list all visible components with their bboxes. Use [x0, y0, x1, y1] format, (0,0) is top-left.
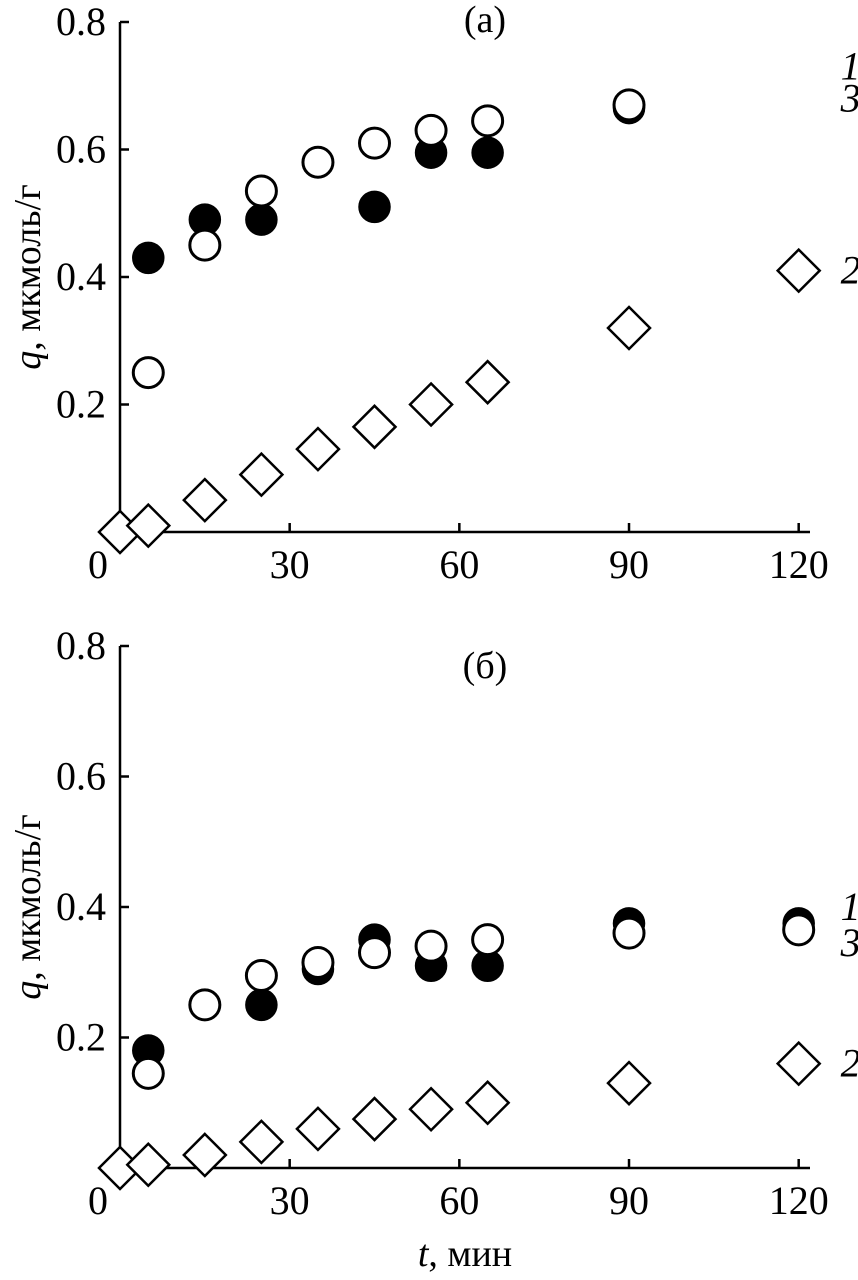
- y-tick-label: 0.4: [56, 884, 106, 929]
- series-label-2: 2: [841, 1041, 858, 1086]
- point-series-2: [125, 502, 172, 549]
- point-series-2: [351, 404, 398, 450]
- point-series-3: [471, 923, 505, 957]
- point-series-2: [238, 451, 285, 498]
- point-series-2: [464, 359, 511, 405]
- point-series-3: [612, 88, 646, 122]
- x-tick-label: 30: [270, 542, 310, 587]
- y-axis-unit: , мкмоль/г: [7, 184, 49, 351]
- y-tick-label: 0.8: [56, 623, 106, 668]
- point-series-3: [244, 174, 278, 208]
- point-series-2: [238, 1119, 285, 1165]
- series-label-2: 2: [841, 248, 858, 293]
- series-2: [97, 247, 822, 555]
- point-series-2: [351, 1096, 398, 1142]
- series-label-1: 1: [841, 44, 858, 89]
- point-series-1: [245, 203, 278, 236]
- point-series-2: [182, 477, 228, 523]
- y-tick-label: 0.2: [56, 382, 106, 427]
- point-series-2: [606, 305, 652, 351]
- point-series-2: [408, 381, 454, 428]
- y-axis-variable: q: [7, 351, 49, 370]
- point-series-1: [471, 136, 504, 169]
- y-axis-title: q, мкмоль/г: [7, 184, 49, 370]
- point-series-2: [775, 247, 822, 294]
- point-series-3: [301, 145, 335, 179]
- point-series-2: [182, 1132, 228, 1178]
- y-tick-label: 0.8: [56, 0, 106, 44]
- panel-label: (а): [464, 0, 506, 41]
- series-3: [131, 88, 646, 390]
- x-tick-label: 90: [609, 1178, 649, 1223]
- y-axis-unit: , мкмоль/г: [7, 814, 49, 981]
- point-series-2: [464, 1079, 511, 1126]
- point-series-3: [414, 113, 448, 147]
- series-label-3: 3: [840, 920, 858, 965]
- series-2: [97, 1040, 822, 1191]
- series-label-1: 1: [841, 884, 858, 929]
- point-series-2: [125, 1141, 172, 1188]
- x-axis-unit: , мин: [428, 1233, 512, 1275]
- y-tick-label: 0.2: [56, 1015, 106, 1060]
- panel-b: 0.20.40.60.80 30 60 90 120(б)q, мкмоль/гt, м…: [7, 623, 858, 1275]
- point-series-3: [358, 126, 392, 160]
- x-tick-label: 60: [439, 542, 479, 587]
- x-tick-label: 120: [769, 542, 829, 587]
- point-series-2: [408, 1086, 454, 1133]
- point-series-1: [245, 988, 278, 1022]
- y-axis-title: q, мкмоль/г: [7, 814, 49, 1000]
- x-tick-label: 0: [88, 1178, 108, 1223]
- point-series-3: [301, 945, 335, 979]
- point-series-2: [295, 1106, 341, 1152]
- x-tick-label: 90: [609, 542, 649, 587]
- x-tick-label: 120: [769, 1178, 829, 1223]
- y-axis-variable: q: [7, 981, 49, 1000]
- y-tick-label: 0.6: [56, 127, 106, 172]
- panel-a: 0.2 0.4 0.6 0.8 0 30 60 90 120 (а) q, мкмоль/г 13 2: [7, 0, 858, 587]
- point-series-3: [188, 228, 222, 262]
- point-series-2: [295, 426, 341, 472]
- x-axis-title: t, мин: [418, 1233, 512, 1275]
- point-series-3: [612, 916, 646, 950]
- point-series-3: [471, 104, 505, 138]
- y-tick-label: 0.6: [56, 754, 106, 799]
- point-series-3: [131, 356, 165, 390]
- point-series-3: [358, 936, 392, 970]
- y-tick-label: 0.4: [56, 254, 106, 299]
- point-series-1: [358, 190, 391, 224]
- point-series-1: [132, 241, 165, 275]
- x-tick-label: 0: [88, 542, 108, 587]
- x-axis-variable: t: [418, 1233, 430, 1275]
- point-series-2: [775, 1040, 822, 1087]
- x-tick-label: 60: [439, 1178, 479, 1223]
- point-series-3: [782, 913, 816, 947]
- point-series-3: [244, 959, 278, 993]
- series-label-3: 3: [840, 76, 858, 121]
- point-series-3: [131, 1056, 165, 1090]
- point-series-2: [606, 1060, 652, 1106]
- x-tick-label: 30: [270, 1178, 310, 1223]
- series-3: [131, 913, 816, 1090]
- point-series-3: [414, 929, 448, 963]
- panel-label: (б): [463, 645, 508, 687]
- point-series-3: [188, 988, 222, 1022]
